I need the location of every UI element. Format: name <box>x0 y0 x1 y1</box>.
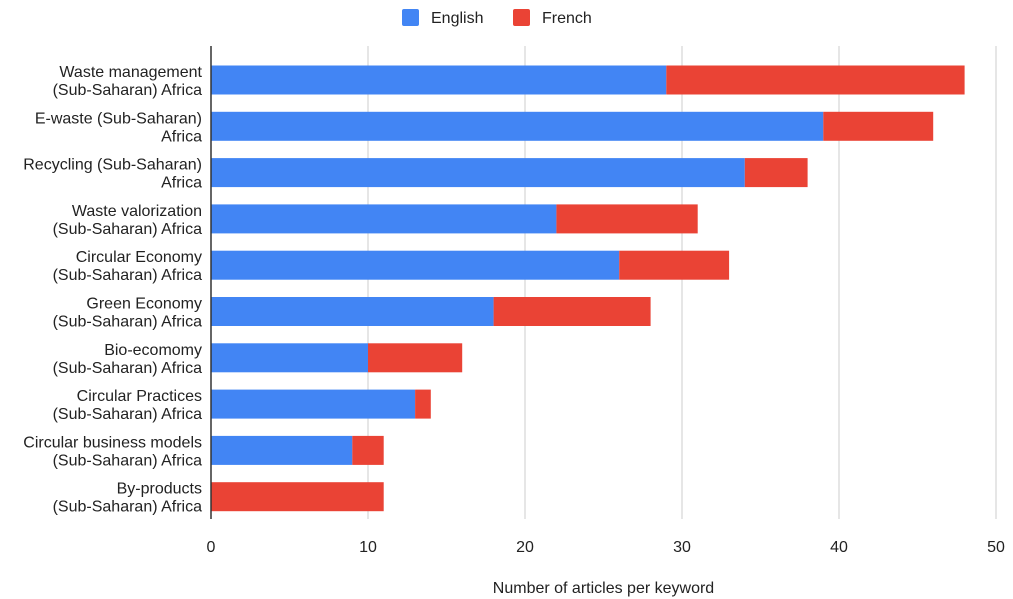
category-label-line: Recycling (Sub-Saharan) <box>23 157 202 174</box>
bar-french <box>619 250 730 280</box>
bar-french <box>744 158 808 188</box>
x-tick-label: 40 <box>830 539 848 556</box>
category-label: Green Economy (Sub-Saharan) Africa <box>53 296 203 331</box>
category-label-line: (Sub-Saharan) Africa <box>53 452 203 469</box>
category-label-line: (Sub-Saharan) Africa <box>53 221 203 238</box>
bar-english <box>211 158 745 188</box>
category-label-line: Waste management <box>59 64 202 81</box>
bar-french <box>556 204 698 234</box>
legend: English French <box>402 9 592 27</box>
bar-french <box>368 343 463 373</box>
category-label-line: Green Economy <box>86 296 202 313</box>
category-label-line: (Sub-Saharan) Africa <box>53 82 203 99</box>
category-label-line: (Sub-Saharan) Africa <box>53 314 203 331</box>
legend-label-french: French <box>542 10 592 27</box>
bar-french <box>823 111 934 141</box>
category-label-line: (Sub-Saharan) Africa <box>53 360 203 377</box>
bar-english <box>211 297 494 326</box>
x-tick-label: 50 <box>987 539 1005 556</box>
category-label-line: Bio-ecomomy <box>104 342 202 359</box>
bar-french <box>352 435 384 465</box>
category-label-line: (Sub-Saharan) Africa <box>53 267 203 284</box>
bar-english <box>211 435 353 465</box>
bar-french <box>493 297 651 326</box>
bar-french <box>211 482 384 512</box>
legend-swatch-english <box>402 9 419 26</box>
bar-english <box>211 250 620 280</box>
x-tick-label: 10 <box>359 539 377 556</box>
x-tick-label: 0 <box>207 539 216 556</box>
category-label-line: Circular business models <box>23 434 202 451</box>
legend-swatch-french <box>513 9 530 26</box>
category-label-line: (Sub-Saharan) Africa <box>53 406 203 423</box>
bar-english <box>211 389 416 419</box>
bar-french <box>666 65 965 95</box>
bar-french <box>415 389 431 419</box>
category-label: E-waste (Sub-Saharan) Africa <box>35 110 202 145</box>
bar-english <box>211 343 368 373</box>
category-label: By-products (Sub-Saharan) Africa <box>53 481 203 516</box>
category-label-line: Africa <box>161 128 202 145</box>
category-label-line: By-products <box>117 481 202 498</box>
category-label-line: Circular Economy <box>76 249 202 266</box>
category-label-line: Circular Practices <box>77 388 202 405</box>
category-label-line: Waste valorization <box>72 203 202 220</box>
bar-english <box>211 65 667 95</box>
legend-label-english: English <box>431 10 483 27</box>
bar-english <box>211 204 557 234</box>
x-tick-labels: 0 10 20 30 40 50 <box>207 539 1005 556</box>
category-label: Circular Economy (Sub-Saharan) Africa <box>53 249 203 284</box>
category-label-line: (Sub-Saharan) Africa <box>53 499 203 516</box>
x-tick-label: 30 <box>673 539 691 556</box>
bar-english <box>211 111 824 141</box>
category-label: Circular Practices (Sub-Saharan) Africa <box>53 388 203 423</box>
bars <box>211 65 965 512</box>
category-label: Waste management (Sub-Saharan) Africa <box>53 64 203 99</box>
category-label-line: Africa <box>161 175 202 192</box>
x-tick-label: 20 <box>516 539 534 556</box>
category-label: Waste valorization (Sub-Saharan) Africa <box>53 203 203 238</box>
category-label: Circular business models (Sub-Saharan) Af… <box>23 434 202 469</box>
category-label: Recycling (Sub-Saharan) Africa <box>23 157 202 192</box>
x-axis-title: Number of articles per keyword <box>493 580 714 597</box>
category-labels: Waste management (Sub-Saharan) AfricaE-wa… <box>23 64 202 516</box>
category-label-line: E-waste (Sub-Saharan) <box>35 110 202 127</box>
category-label: Bio-ecomomy (Sub-Saharan) Africa <box>53 342 203 377</box>
